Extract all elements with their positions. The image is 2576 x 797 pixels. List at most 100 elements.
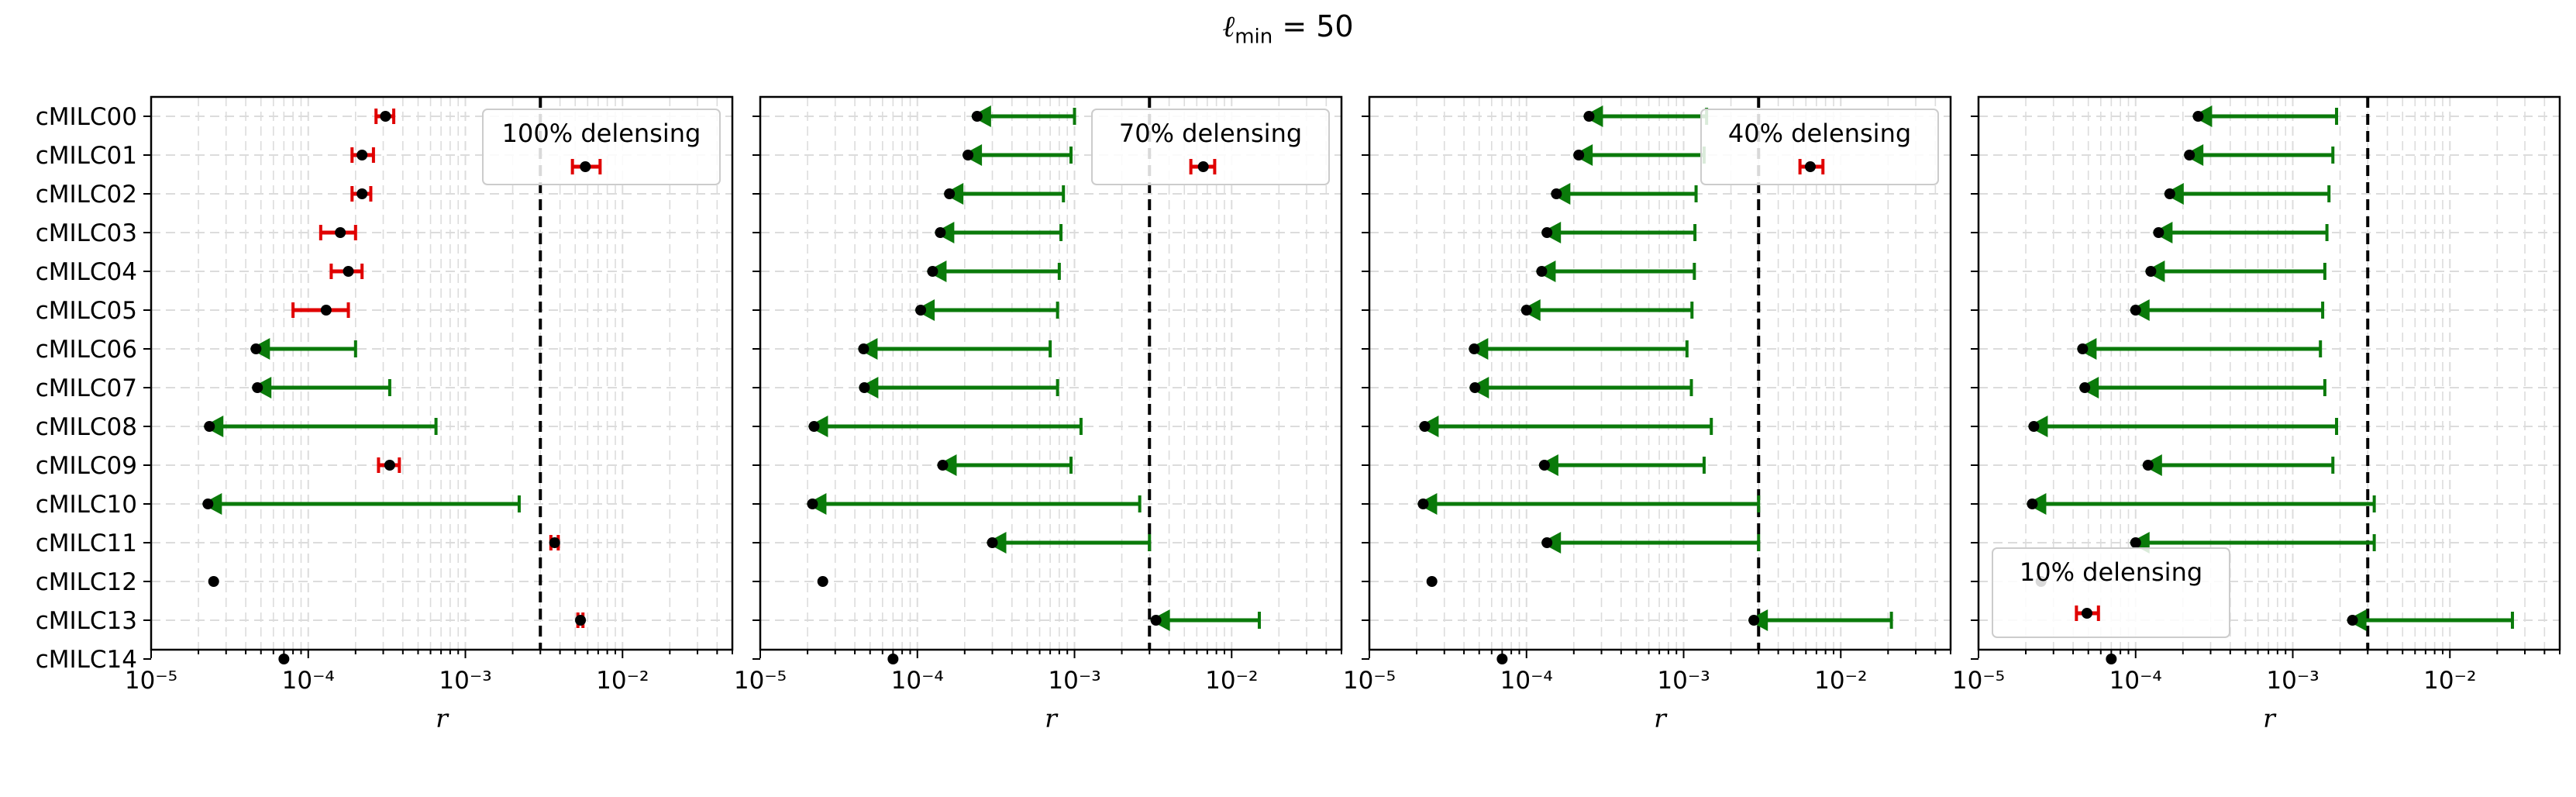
legend-label: 10% delensing	[2020, 557, 2202, 587]
data-point	[335, 227, 346, 238]
grid	[760, 97, 1341, 650]
data-point	[252, 382, 263, 393]
data-point	[817, 576, 828, 587]
data-point	[858, 343, 870, 354]
x-tick-label: 10⁻⁵	[125, 667, 177, 695]
data-point	[2077, 343, 2089, 354]
legend-box	[482, 109, 721, 185]
data-point	[859, 382, 870, 393]
data-point	[1150, 615, 1162, 626]
x-tick-label: 10⁻²	[596, 667, 649, 695]
data-point	[1520, 305, 1532, 316]
data-point	[807, 499, 818, 509]
legend-marker-point	[2081, 608, 2092, 619]
legend-marker-point	[1804, 161, 1816, 172]
data-point	[915, 305, 927, 316]
data-point	[208, 576, 219, 587]
y-tick-label: cMILC07	[36, 374, 137, 402]
data-point	[380, 111, 391, 122]
panel-3: 10⁻⁵ 10⁻⁴ 10⁻³ 10⁻² r 10% delensing	[1952, 95, 2561, 733]
legend-box	[1700, 109, 1939, 185]
legend-marker-point	[580, 161, 591, 172]
data-point	[1541, 537, 1553, 548]
y-tick-label: cMILC09	[36, 452, 137, 480]
data-point	[1538, 460, 1550, 471]
x-tick-label: 10⁻²	[1205, 667, 1258, 695]
legend-label: 100% delensing	[502, 119, 701, 148]
data-point	[202, 499, 214, 509]
x-tick-label: 10⁻⁵	[1343, 667, 1396, 695]
data-point	[2164, 188, 2175, 199]
data-point	[935, 227, 946, 238]
y-tick-label: cMILC01	[36, 142, 137, 170]
data-point	[250, 343, 262, 354]
y-tick-label: cMILC03	[36, 219, 137, 247]
data-point	[1417, 499, 1429, 509]
data-point	[963, 150, 974, 160]
y-tick-label: cMILC05	[36, 297, 137, 325]
x-tick-label: 10⁻²	[2423, 667, 2476, 695]
data-point	[2347, 615, 2358, 626]
data-point	[944, 188, 956, 199]
title-suffix: = 50	[1273, 9, 1354, 43]
title-ell: ℓ	[1222, 9, 1235, 43]
x-axis-label: r	[1654, 703, 1668, 733]
data-point	[2130, 305, 2141, 316]
y-tick-label: cMILC10	[36, 491, 137, 519]
data-point	[204, 421, 215, 432]
data-point	[343, 266, 354, 277]
data-point	[1573, 150, 1585, 160]
data-point	[808, 421, 820, 432]
figure-title: ℓmin = 50	[0, 9, 2576, 49]
data-point	[320, 305, 332, 316]
data-point	[2145, 266, 2157, 277]
x-axis-label: r	[436, 703, 449, 733]
data-point	[971, 111, 983, 122]
data-point	[1469, 343, 1480, 354]
data-point	[937, 460, 949, 471]
x-tick-label: 10⁻⁵	[734, 667, 787, 695]
x-tick-label: 10⁻²	[1814, 667, 1867, 695]
data-point	[2130, 537, 2141, 548]
data-point	[2028, 421, 2040, 432]
y-tick-label: cMILC12	[36, 568, 137, 596]
x-tick-label: 10⁻⁵	[1952, 667, 2005, 695]
data-point	[549, 537, 560, 548]
x-axis-label: r	[1045, 703, 1059, 733]
y-tick-label: cMILC06	[36, 336, 137, 364]
data-point	[1426, 576, 1438, 587]
data-point	[278, 654, 290, 664]
y-tick-label: cMILC04	[36, 258, 137, 286]
y-tick-label: cMILC00	[36, 103, 137, 131]
data-point	[1536, 266, 1548, 277]
x-tick-label: 10⁻⁴	[282, 667, 335, 695]
data-point	[1496, 654, 1508, 664]
y-tick-label: cMILC08	[36, 413, 137, 441]
data-point	[1541, 227, 1553, 238]
data-point	[356, 150, 368, 160]
x-tick-label: 10⁻⁴	[2109, 667, 2162, 695]
title-subscript: min	[1235, 25, 1273, 49]
legend-box	[1992, 547, 2230, 638]
data-point	[927, 266, 938, 277]
data-point	[1583, 111, 1595, 122]
x-tick-label: 10⁻³	[2266, 667, 2319, 695]
data-point	[987, 537, 998, 548]
data-point	[575, 615, 587, 626]
y-tick-label: cMILC14	[36, 646, 137, 674]
data-point	[2079, 382, 2091, 393]
legend-label: 40% delensing	[1728, 119, 1911, 148]
x-tick-label: 10⁻⁴	[891, 667, 944, 695]
x-axis-label: r	[2263, 703, 2277, 733]
x-tick-label: 10⁻³	[439, 667, 491, 695]
y-tick-label: cMILC02	[36, 181, 137, 209]
panel-2: 10⁻⁵ 10⁻⁴ 10⁻³ 10⁻² r 40% delensing	[1343, 95, 1952, 733]
x-tick-label: 10⁻³	[1048, 667, 1100, 695]
data-point	[1469, 382, 1481, 393]
data-point	[1419, 421, 1431, 432]
data-point	[2106, 654, 2117, 664]
y-tick-label: cMILC11	[36, 530, 137, 557]
data-point	[1748, 615, 1760, 626]
data-point	[2184, 150, 2195, 160]
data-point	[384, 460, 395, 471]
